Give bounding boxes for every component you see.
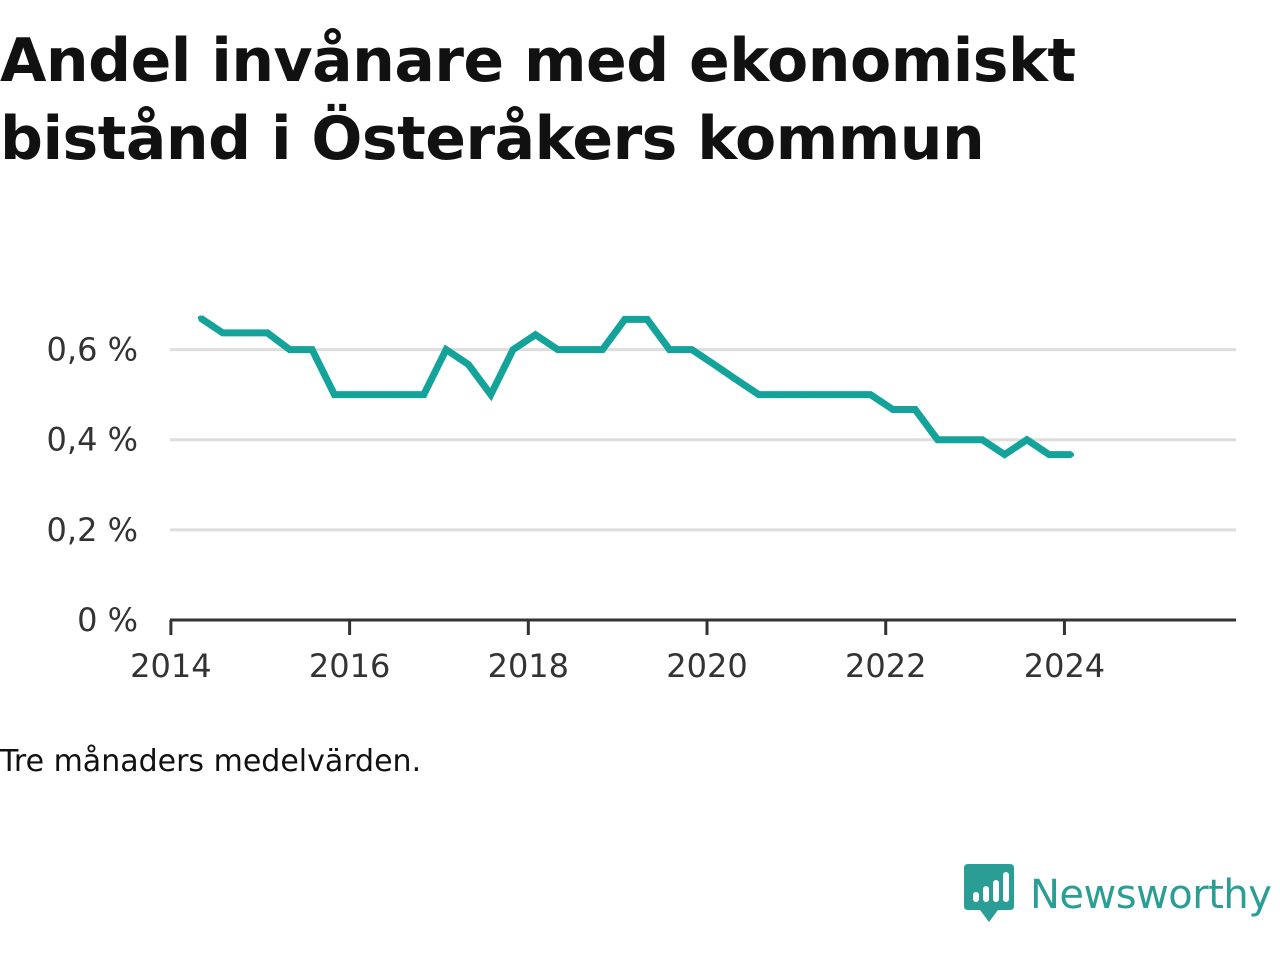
data-point xyxy=(689,347,695,353)
data-point xyxy=(912,407,918,413)
chart-title: Andel invånare med ekonomiskt bistånd i … xyxy=(0,26,1076,174)
bar-chart-speech-bubble-icon xyxy=(964,864,1014,922)
data-point xyxy=(577,347,583,353)
data-point xyxy=(756,392,762,398)
data-point xyxy=(778,392,784,398)
data-point xyxy=(376,392,382,398)
data-point xyxy=(979,437,985,443)
brand-name: Newsworthy xyxy=(1030,872,1272,918)
data-point xyxy=(354,392,360,398)
series-line xyxy=(198,315,1072,459)
chart-note: Tre månaders medelvärden. xyxy=(0,744,422,779)
data-point xyxy=(443,347,449,353)
data-point xyxy=(599,347,605,353)
data-point xyxy=(666,347,672,353)
x-tick-label: 2018 xyxy=(488,647,569,685)
data-point xyxy=(935,437,941,443)
y-axis-tick-labels: 0 % 0,2 % 0,4 % 0,6 % xyxy=(47,331,138,639)
data-point xyxy=(801,392,807,398)
data-point xyxy=(890,407,896,413)
data-point xyxy=(264,330,270,336)
data-point xyxy=(331,392,337,398)
data-point xyxy=(734,377,740,383)
data-point xyxy=(465,361,471,367)
y-tick-label: 0,4 % xyxy=(47,421,138,459)
x-tick-label: 2022 xyxy=(845,647,926,685)
data-point xyxy=(532,332,538,338)
data-series xyxy=(197,315,1075,459)
x-axis: 2014 2016 2018 2020 2022 2024 xyxy=(130,618,1236,685)
data-point xyxy=(711,361,717,367)
data-point xyxy=(309,347,315,353)
y-tick-label: 0,2 % xyxy=(47,511,138,549)
data-point xyxy=(823,392,829,398)
data-point xyxy=(622,316,628,322)
brand-logo: Newsworthy xyxy=(964,864,1272,926)
data-point xyxy=(555,347,561,353)
y-tick-label: 0,6 % xyxy=(47,331,138,369)
data-point xyxy=(957,437,963,443)
data-point xyxy=(510,347,516,353)
grid-lines xyxy=(170,348,1236,532)
data-point xyxy=(644,316,650,322)
data-point xyxy=(1002,452,1008,458)
data-point xyxy=(1046,452,1052,458)
data-point xyxy=(287,347,293,353)
data-point xyxy=(1024,437,1030,443)
x-tick-label: 2014 xyxy=(130,647,211,685)
data-point xyxy=(242,330,248,336)
data-point xyxy=(220,330,226,336)
x-tick-label: 2016 xyxy=(309,647,390,685)
data-point xyxy=(421,392,427,398)
x-tick-label: 2024 xyxy=(1024,647,1105,685)
x-tick-label: 2020 xyxy=(666,647,747,685)
data-point xyxy=(398,392,404,398)
data-point xyxy=(868,392,874,398)
data-point xyxy=(1069,452,1075,458)
data-point xyxy=(845,392,851,398)
y-tick-label: 0 % xyxy=(77,601,138,639)
data-point xyxy=(197,315,203,321)
data-point xyxy=(488,392,494,398)
